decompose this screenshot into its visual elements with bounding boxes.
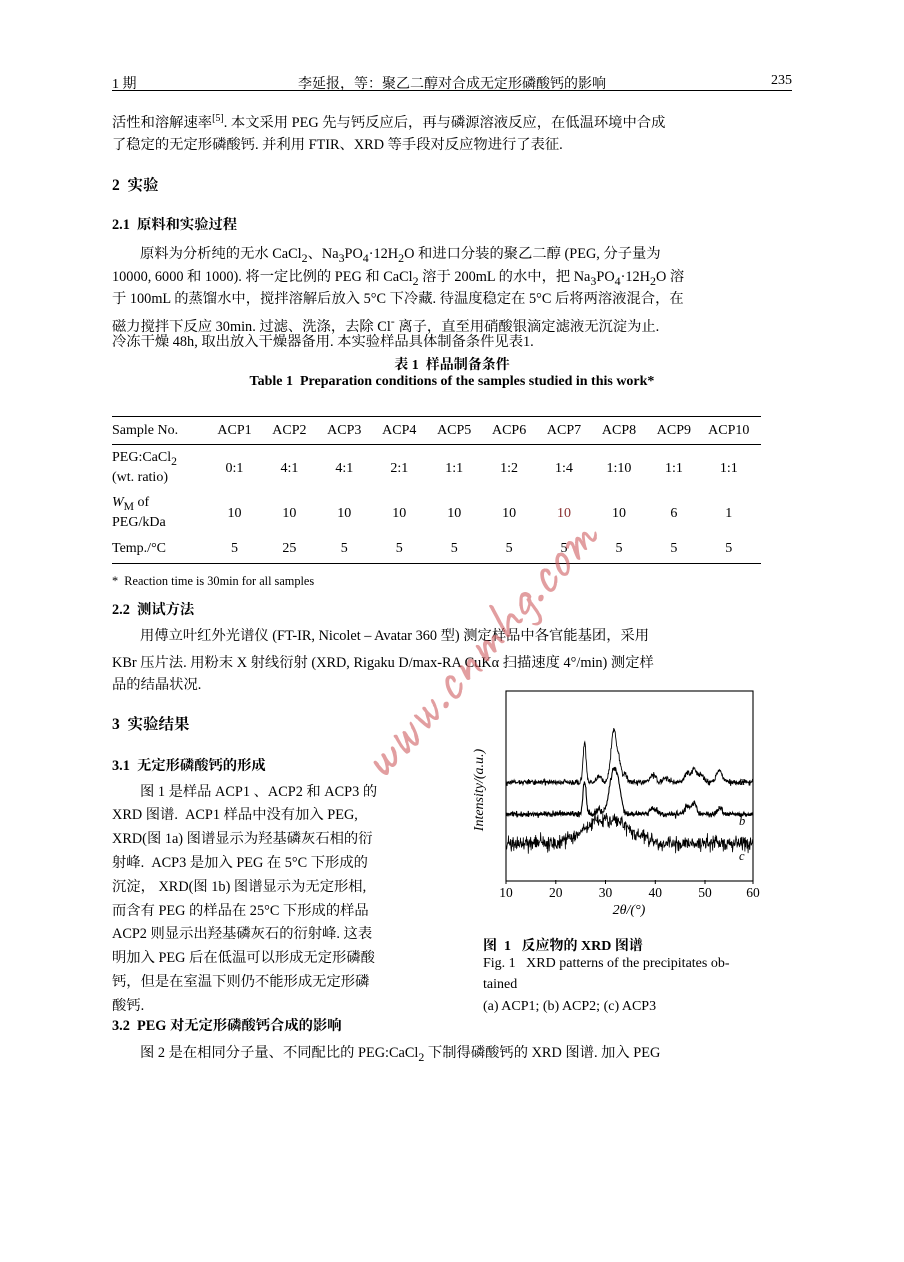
svg-text:Intensity/(a.u.): Intensity/(a.u.) xyxy=(472,748,487,832)
svg-text:50: 50 xyxy=(698,885,712,900)
svg-text:60: 60 xyxy=(746,885,760,900)
svg-text:b: b xyxy=(739,814,745,828)
svg-text:10: 10 xyxy=(499,885,513,900)
svg-text:c: c xyxy=(739,849,745,863)
svg-text:20: 20 xyxy=(549,885,563,900)
svg-text:a: a xyxy=(739,774,745,788)
svg-text:30: 30 xyxy=(599,885,613,900)
svg-text:40: 40 xyxy=(649,885,663,900)
svg-text:2θ/(°): 2θ/(°) xyxy=(613,903,646,918)
